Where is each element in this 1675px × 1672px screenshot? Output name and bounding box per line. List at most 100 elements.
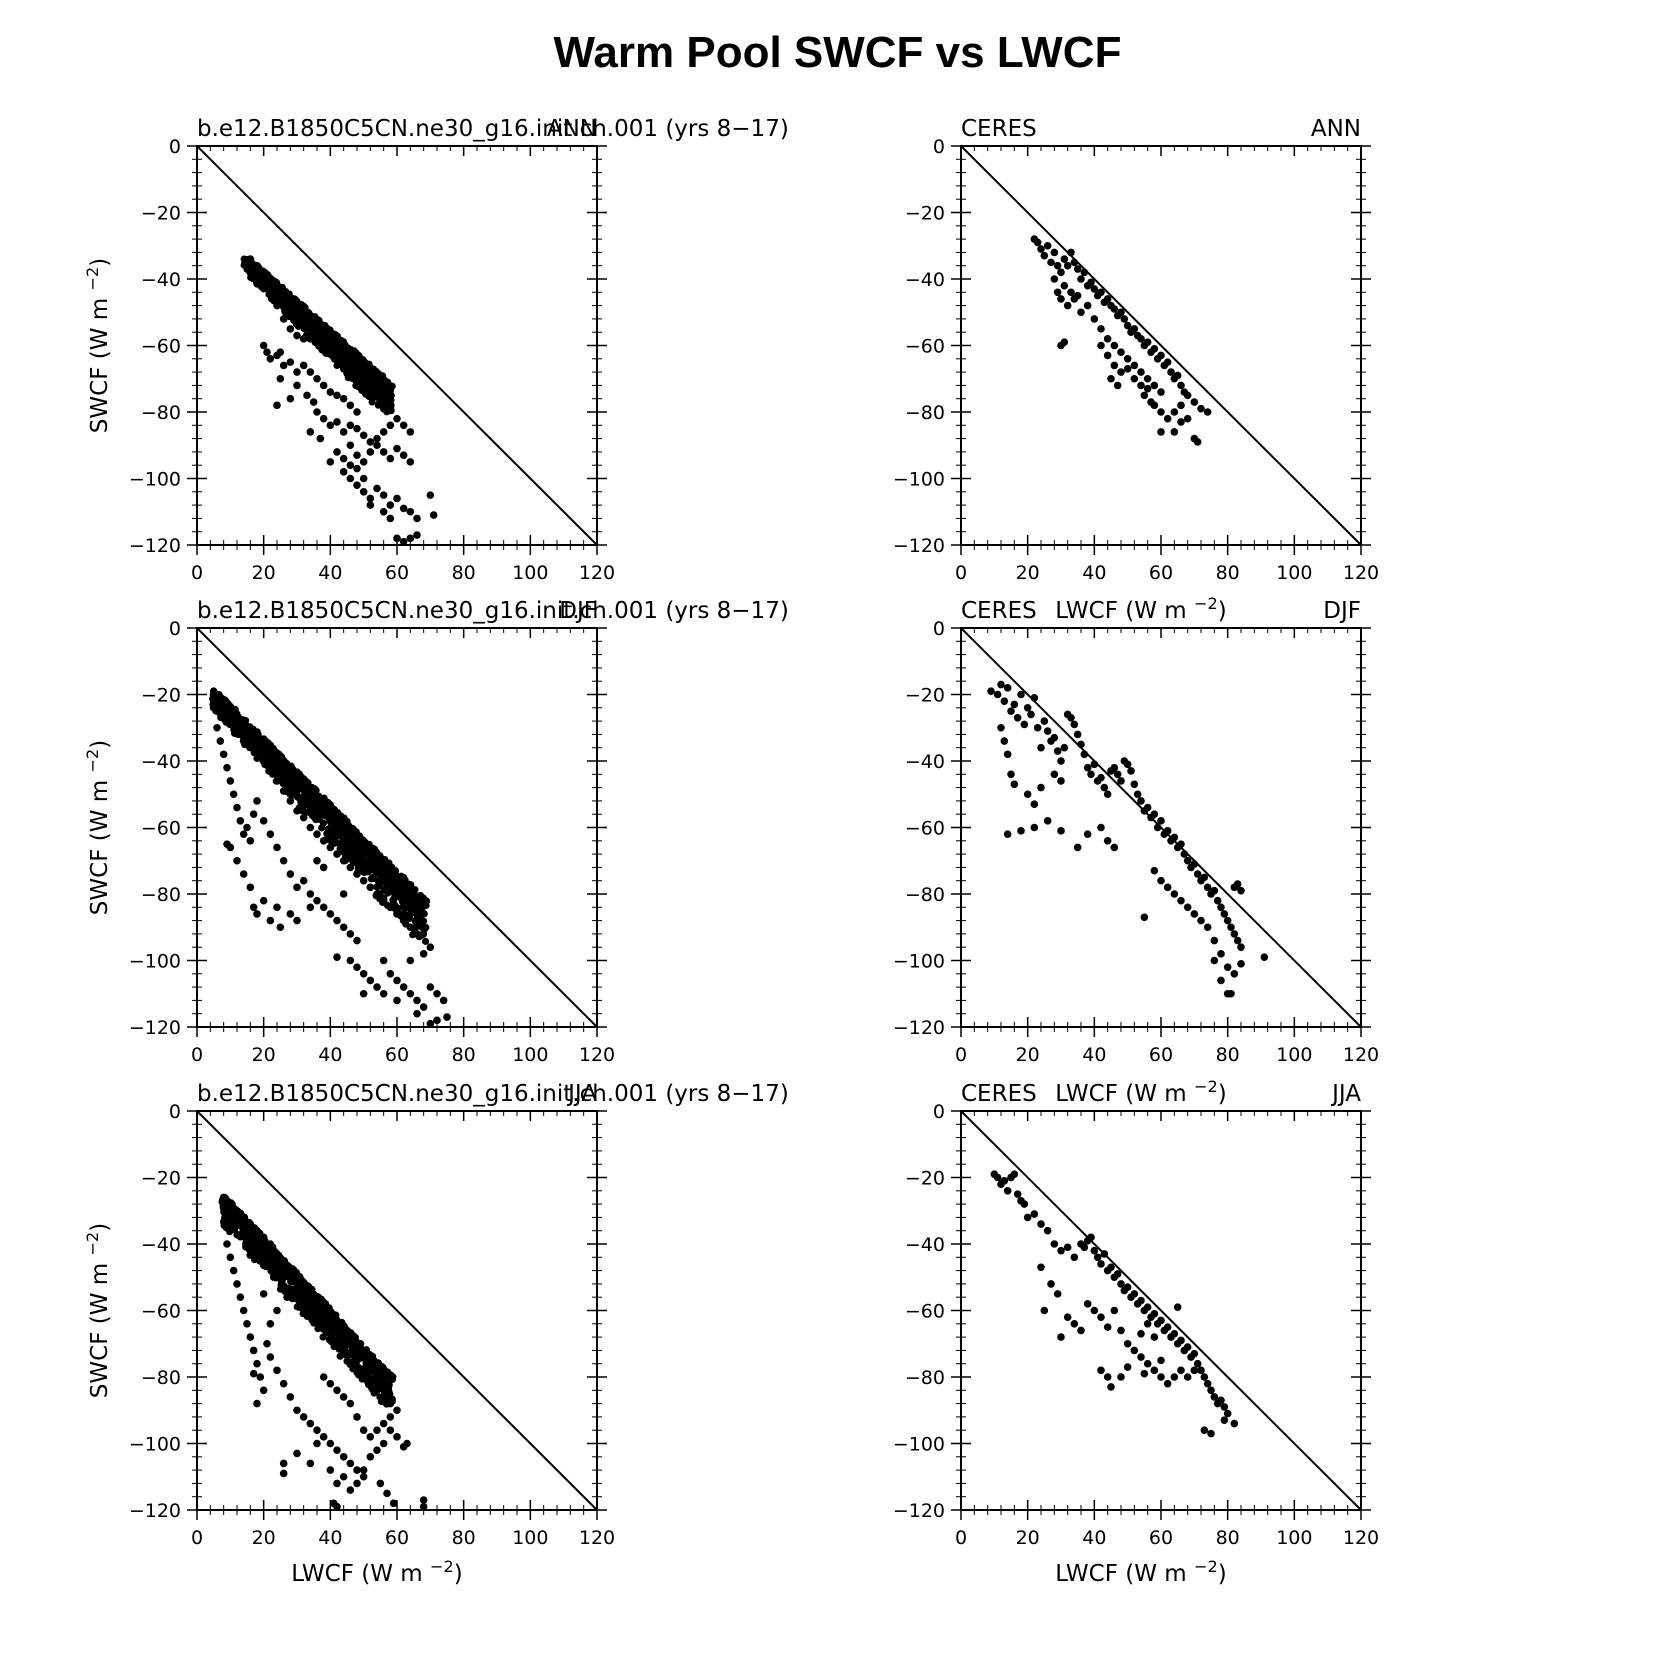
scatter-point bbox=[336, 839, 344, 847]
scatter-point bbox=[997, 723, 1005, 732]
scatter-point bbox=[374, 877, 382, 885]
scatter-point bbox=[1050, 733, 1059, 742]
scatter-point bbox=[286, 797, 295, 805]
scatter-point bbox=[426, 491, 435, 499]
scatter-point bbox=[1077, 308, 1085, 317]
scatter-point bbox=[1233, 880, 1242, 888]
scatter-point bbox=[379, 956, 388, 965]
scatter-point bbox=[399, 983, 408, 991]
scatter-point bbox=[266, 916, 275, 925]
scatter-point bbox=[373, 434, 381, 443]
scatter-point bbox=[352, 850, 360, 859]
scatter-point bbox=[412, 903, 420, 911]
scatter-point bbox=[373, 1386, 381, 1395]
scatter-point bbox=[1027, 710, 1035, 719]
scatter-point bbox=[419, 1496, 428, 1504]
scatter-point bbox=[319, 1373, 328, 1381]
scatter-point bbox=[246, 837, 255, 845]
scatter-point bbox=[339, 454, 348, 463]
scatter-point bbox=[1157, 428, 1165, 436]
scatter-point bbox=[326, 817, 334, 825]
scatter-point bbox=[368, 398, 376, 406]
scatter-point bbox=[1050, 275, 1059, 283]
scatter-point bbox=[1057, 757, 1065, 765]
scatter-point bbox=[1040, 251, 1049, 260]
scatter-point bbox=[411, 917, 419, 925]
scatter-point bbox=[1163, 358, 1172, 366]
scatter-point bbox=[326, 910, 335, 918]
scatter-point bbox=[279, 856, 288, 865]
scatter-point bbox=[401, 910, 409, 919]
scatter-point bbox=[1067, 288, 1075, 297]
scatter-point bbox=[1033, 723, 1042, 732]
scatter-point bbox=[306, 1300, 315, 1308]
scatter-point bbox=[273, 1306, 281, 1315]
scatter-point bbox=[221, 1211, 229, 1219]
scatter-point bbox=[1020, 720, 1029, 729]
scatter-point bbox=[310, 806, 319, 814]
scatter-point bbox=[313, 408, 321, 416]
scatter-point bbox=[406, 923, 415, 932]
scatter-point bbox=[319, 903, 328, 912]
scatter-point bbox=[366, 976, 375, 985]
panel-left-label: b.e12.B1850C5CN.ne30_g16.init.ch.001 (yr… bbox=[197, 1081, 789, 1107]
scatter-point bbox=[1210, 956, 1219, 965]
scatter-point bbox=[226, 1203, 235, 1212]
scatter-point bbox=[302, 1281, 311, 1289]
panel-left-label: b.e12.B1850C5CN.ne30_g16.init.ch.001 (yr… bbox=[197, 116, 789, 142]
scatter-point bbox=[1083, 301, 1092, 310]
x-tick-label: 20 bbox=[252, 562, 276, 584]
y-tick-label: 0 bbox=[933, 136, 945, 158]
scatter-point bbox=[346, 355, 355, 363]
x-tick-label: 60 bbox=[1149, 1527, 1173, 1549]
scatter-point bbox=[385, 887, 393, 896]
scatter-point bbox=[1120, 315, 1129, 323]
scatter-point bbox=[1143, 338, 1152, 346]
scatter-point bbox=[251, 1256, 259, 1264]
scatter-point bbox=[299, 813, 308, 822]
scatter-point bbox=[346, 1359, 355, 1368]
x-tick-label: 120 bbox=[579, 1527, 615, 1549]
scatter-point bbox=[339, 856, 348, 865]
scatter-point bbox=[383, 1489, 391, 1498]
scatter-point bbox=[1190, 398, 1199, 406]
scatter-point bbox=[311, 315, 319, 323]
y-tick-label: −100 bbox=[893, 951, 945, 973]
y-tick-label: −60 bbox=[905, 336, 945, 358]
scatter-point bbox=[366, 1453, 375, 1461]
scatter-point bbox=[389, 1499, 398, 1508]
scatter-point bbox=[319, 335, 328, 343]
scatter-point bbox=[324, 1306, 332, 1314]
y-tick-label: −100 bbox=[893, 469, 945, 491]
scatter-point bbox=[253, 280, 261, 288]
scatter-point bbox=[1017, 827, 1025, 835]
y-tick-label: −40 bbox=[141, 269, 181, 291]
scatter-point bbox=[1013, 713, 1022, 722]
scatter-point bbox=[273, 771, 281, 780]
scatter-point bbox=[413, 930, 421, 938]
scatter-point bbox=[1133, 790, 1142, 799]
scatter-point bbox=[404, 899, 413, 907]
scatter-point bbox=[1190, 910, 1199, 918]
scatter-point bbox=[379, 1419, 388, 1428]
x-tick-label: 120 bbox=[579, 562, 615, 584]
panel-season-label: ANN bbox=[547, 116, 597, 142]
scatter-point bbox=[269, 282, 278, 291]
scatter-point bbox=[326, 421, 335, 430]
scatter-point bbox=[308, 1285, 316, 1293]
scatter-point bbox=[386, 1413, 395, 1421]
scatter-points bbox=[218, 1193, 428, 1511]
scatter-point bbox=[406, 458, 415, 466]
x-tick-label: 100 bbox=[512, 562, 548, 584]
scatter-point bbox=[326, 335, 335, 343]
scatter-point bbox=[233, 856, 241, 865]
scatter-point bbox=[283, 1293, 291, 1301]
scatter-point bbox=[1230, 970, 1239, 978]
scatter-point bbox=[316, 434, 325, 443]
scatter-point bbox=[338, 359, 346, 367]
scatter-point bbox=[273, 1266, 281, 1274]
scatter-point bbox=[286, 870, 295, 878]
x-tick-label: 0 bbox=[955, 562, 967, 584]
y-tick-label: −80 bbox=[141, 1367, 181, 1389]
scatter-point bbox=[1110, 305, 1119, 313]
